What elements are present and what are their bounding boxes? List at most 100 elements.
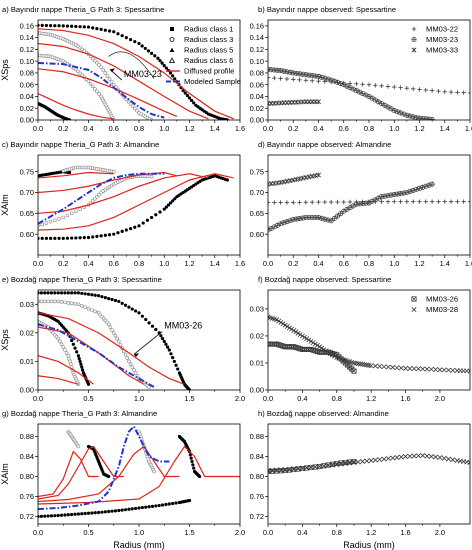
data-point — [147, 385, 151, 389]
data-point — [391, 192, 397, 198]
data-point — [63, 300, 67, 305]
data-point — [93, 511, 97, 515]
data-point — [74, 24, 78, 29]
x-tick-label: 0.4 — [313, 259, 323, 268]
data-point — [413, 114, 419, 120]
legend-label: Diffused profile — [184, 67, 235, 76]
y-tick-label: 0.14 — [250, 33, 264, 42]
y-axis-label: XAlm — [0, 463, 10, 485]
data-point — [168, 201, 173, 205]
data-point — [322, 216, 328, 222]
data-point — [436, 199, 441, 204]
data-point — [65, 24, 70, 28]
x-tick-label: 1.2 — [184, 259, 194, 268]
data-point — [44, 23, 49, 28]
data-point — [93, 196, 97, 201]
data-point — [410, 114, 416, 120]
radius-class-series — [38, 291, 192, 390]
data-point — [404, 112, 410, 118]
diffused-profile-line — [38, 42, 209, 120]
series-layer — [268, 453, 470, 475]
data-point — [49, 299, 54, 304]
y-tick-label: 0.04 — [20, 92, 34, 101]
data-point — [49, 291, 54, 295]
data-point — [103, 296, 107, 300]
x-tick-label: 0.8 — [134, 259, 144, 268]
data-point — [156, 56, 160, 60]
data-point — [134, 506, 138, 511]
data-point — [286, 467, 293, 473]
data-point — [350, 86, 356, 92]
data-point — [123, 508, 128, 512]
series-layer — [268, 314, 470, 374]
y-tick-label: 0.03 — [250, 305, 264, 314]
data-point — [284, 200, 290, 205]
panel-b: b) Bayındır nappe observed: Spessartine 0… — [250, 5, 472, 133]
data-point — [86, 25, 91, 29]
y-tick-label: 0.10 — [250, 57, 264, 66]
observed-series — [268, 99, 321, 107]
data-point — [303, 200, 309, 205]
data-point — [360, 459, 366, 464]
data-point — [78, 359, 82, 364]
data-point — [80, 512, 84, 516]
data-point — [103, 510, 107, 514]
y-tick-label: 0.88 — [250, 432, 264, 441]
data-point — [86, 79, 91, 83]
data-point — [160, 503, 165, 507]
x-tick-label: 0.6 — [339, 124, 349, 133]
data-point — [116, 32, 120, 36]
data-point — [49, 23, 53, 28]
data-point — [144, 317, 148, 322]
data-point — [74, 236, 78, 240]
data-point — [123, 303, 128, 307]
legend-label: Modeled Sample — [184, 77, 241, 86]
x-axis-label: Radius (mm) — [343, 540, 395, 550]
data-point — [43, 291, 47, 295]
data-point — [95, 234, 99, 238]
data-point — [189, 456, 193, 460]
data-point — [95, 60, 99, 65]
radius-class-series — [38, 53, 116, 120]
data-point — [268, 75, 271, 80]
data-point — [225, 178, 229, 182]
data-point — [272, 75, 277, 81]
data-point — [433, 454, 439, 460]
x-tick-label: 1.6 — [400, 394, 410, 403]
panel-title: d) Bayındır nappe observed: Almandine — [258, 140, 391, 149]
data-point — [429, 181, 435, 187]
data-point — [174, 363, 178, 367]
data-point — [319, 345, 325, 351]
data-point — [53, 218, 57, 223]
data-point — [152, 469, 156, 474]
data-point — [310, 340, 316, 346]
data-point — [57, 236, 61, 240]
data-point — [39, 514, 43, 518]
data-point — [120, 229, 124, 233]
data-point — [91, 26, 95, 30]
data-point — [150, 504, 155, 508]
x-tick-label: 2.0 — [235, 394, 245, 403]
data-point — [295, 466, 301, 472]
data-point — [90, 308, 94, 312]
data-point — [99, 27, 103, 32]
data-point — [40, 23, 44, 27]
data-point — [79, 303, 84, 308]
data-point — [101, 68, 106, 72]
panel-d: d) Bayındır nappe observed: Almandine 0.0… — [250, 140, 472, 268]
y-tick-label: 0.04 — [250, 92, 264, 101]
data-point — [176, 367, 180, 371]
series-layer — [38, 424, 240, 519]
x-tick-label: 1.6 — [465, 259, 472, 268]
data-point — [379, 199, 384, 204]
data-point — [107, 509, 111, 514]
data-point — [76, 302, 81, 307]
panel-title: h) Bozdağ nappe observed: Almandine — [258, 409, 389, 418]
data-point — [319, 74, 325, 80]
data-point — [407, 366, 413, 371]
data-point — [385, 84, 391, 89]
data-point — [269, 468, 275, 474]
data-point — [401, 190, 407, 196]
data-point — [110, 509, 114, 513]
data-point — [388, 192, 394, 198]
